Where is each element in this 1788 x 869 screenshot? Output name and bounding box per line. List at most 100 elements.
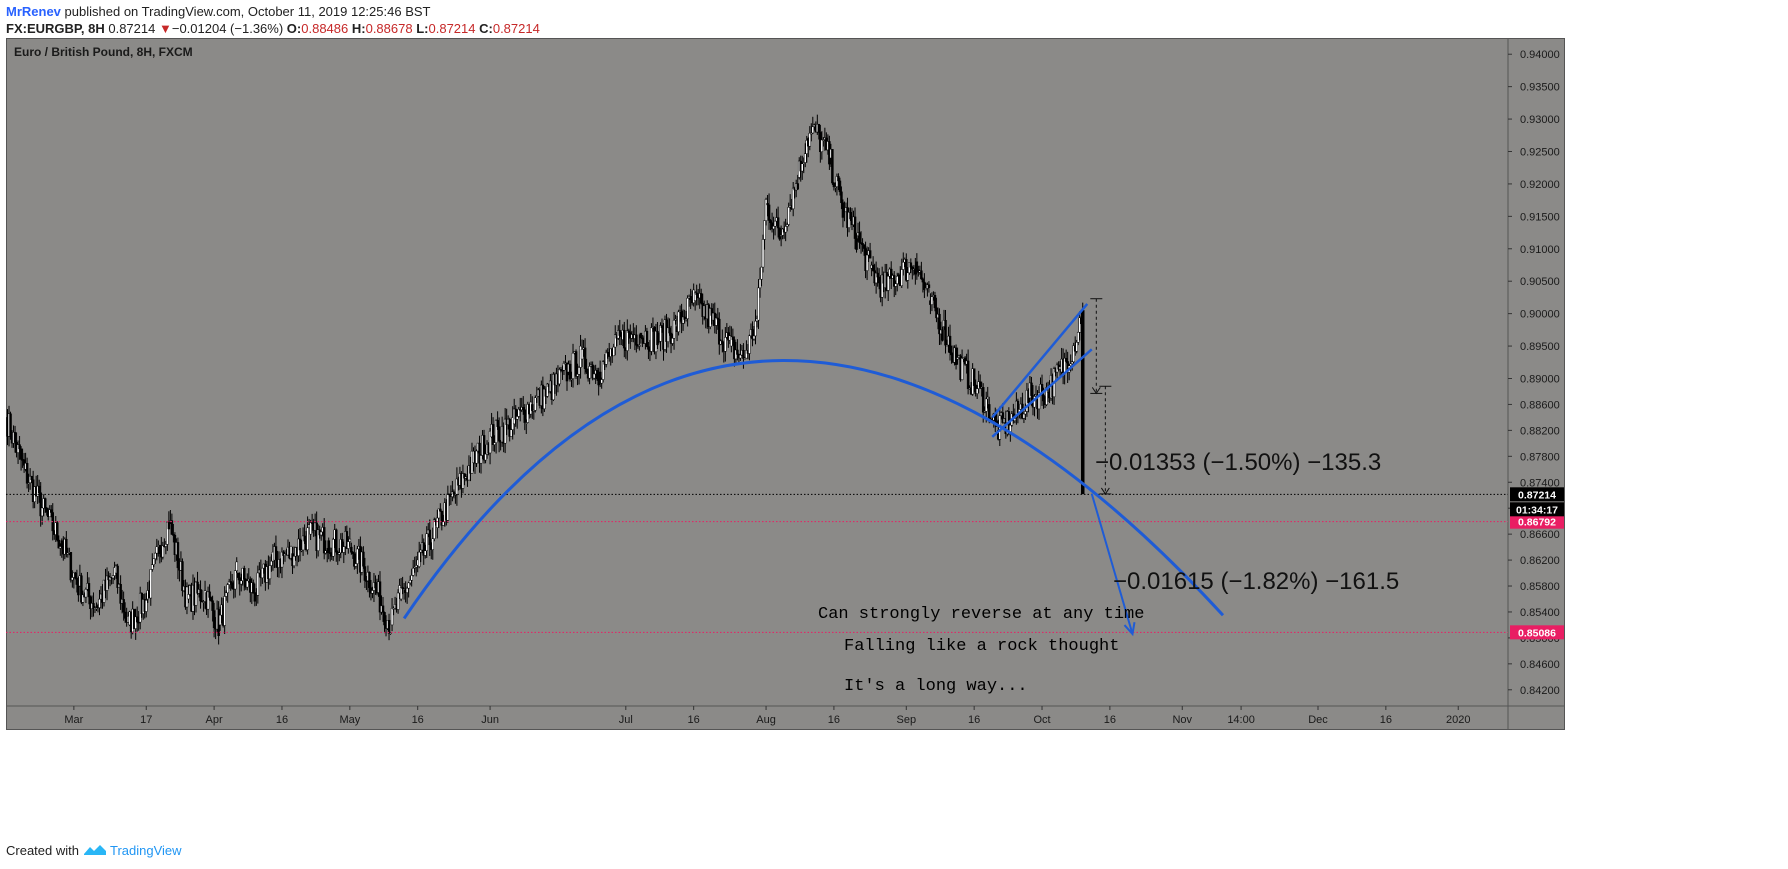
candle-body [784,226,787,233]
candle-body [677,311,680,333]
x-tick-label: Mar [64,714,83,726]
candle-body [155,546,159,554]
candle-body [709,308,712,327]
candle-body [660,325,664,328]
channel-lower-line[interactable] [991,348,1093,438]
candle-body [626,330,629,351]
candle-body [226,584,229,594]
candle-body [914,268,917,275]
candle-body [87,583,91,598]
candle-body [227,581,231,585]
candle-body [531,404,534,411]
price-label-bg [1510,487,1564,502]
arrow-head-icon [1123,622,1136,637]
candle-body [927,284,931,288]
candle-body [849,212,852,220]
candle-body [778,227,781,240]
candle-body [699,293,703,304]
candle-body [938,313,941,335]
channel-upper-line[interactable] [991,303,1089,419]
candle-body [161,545,165,558]
y-tick-label: 0.94000 [1520,49,1560,61]
candle-body [119,584,122,604]
candle-body [769,220,772,223]
candle-body [525,422,528,424]
candle-body [751,329,754,340]
candle-body [546,383,549,397]
candle-body [350,546,353,553]
candle-body [1075,342,1078,352]
candle-body [316,529,320,551]
candle-body [837,176,840,182]
candle-body [731,336,735,341]
candle-body [331,539,335,557]
candle-body [181,561,184,591]
candle-body [635,334,638,346]
y-tick-label: 0.90000 [1520,309,1560,321]
y-tick-label: 0.89000 [1520,373,1560,385]
y-tick-label: 0.89500 [1520,341,1560,353]
candle-body [983,411,986,413]
candle-body [659,325,662,342]
candle-body [509,429,513,437]
candle-body [1069,363,1072,366]
candle-body [75,577,79,585]
candle-body [243,567,246,580]
plot-area[interactable] [6,38,1508,706]
arrow-line[interactable] [1090,493,1134,635]
candle-body [381,605,385,613]
candle-body [886,275,890,291]
candle-body [413,566,416,569]
candle-body [718,318,721,345]
candle-body [508,418,511,437]
candle-body [446,493,450,521]
candle-body [199,589,202,602]
price-change: −0.01204 (−1.36%) [171,21,284,36]
candle-body [431,538,435,550]
candle-body [187,594,190,600]
candle-body [681,316,685,324]
candle-body [77,584,80,596]
candle-body [915,261,919,271]
time-axis-bg[interactable] [6,706,1565,730]
tradingview-link[interactable]: TradingView [110,843,182,858]
y-tick-label: 0.93000 [1520,114,1560,126]
candle-body [439,508,442,512]
y-tick-label: 0.85400 [1520,607,1560,619]
candle-body [18,444,21,450]
footer: Created with TradingView [6,843,182,858]
candle-body [909,262,913,268]
candle-body [906,272,910,281]
candle-body [811,126,815,134]
candle-body [298,538,302,551]
candle-body [209,597,213,601]
candle-body [742,350,745,359]
candle-body [230,582,234,589]
candle-body [1042,394,1045,402]
candle-body [641,337,644,340]
price-axis-bg[interactable] [1508,38,1565,706]
x-tick-label: Jun [481,714,499,726]
candle-body [770,222,774,230]
candle-body [758,278,762,289]
candle-body [71,577,74,581]
candle-body [905,259,908,281]
candle-body [22,459,26,466]
candle-body [1064,357,1068,362]
candle-body [261,567,264,579]
candle-body [534,397,537,411]
candle-body [779,235,783,237]
author-link[interactable]: MrRenev [6,4,61,19]
candle-body [268,565,272,580]
y-tick-label: 0.86600 [1520,529,1560,541]
note-text: Falling like a rock thought [844,637,1119,656]
open-value: 0.88486 [301,21,349,36]
candle-body [785,224,789,227]
arc-curve[interactable] [402,358,1225,620]
candle-body [463,473,466,479]
x-tick-label: May [339,714,360,726]
candle-body [134,616,137,629]
candle-body [378,581,382,613]
y-tick-label: 0.92000 [1520,179,1560,191]
